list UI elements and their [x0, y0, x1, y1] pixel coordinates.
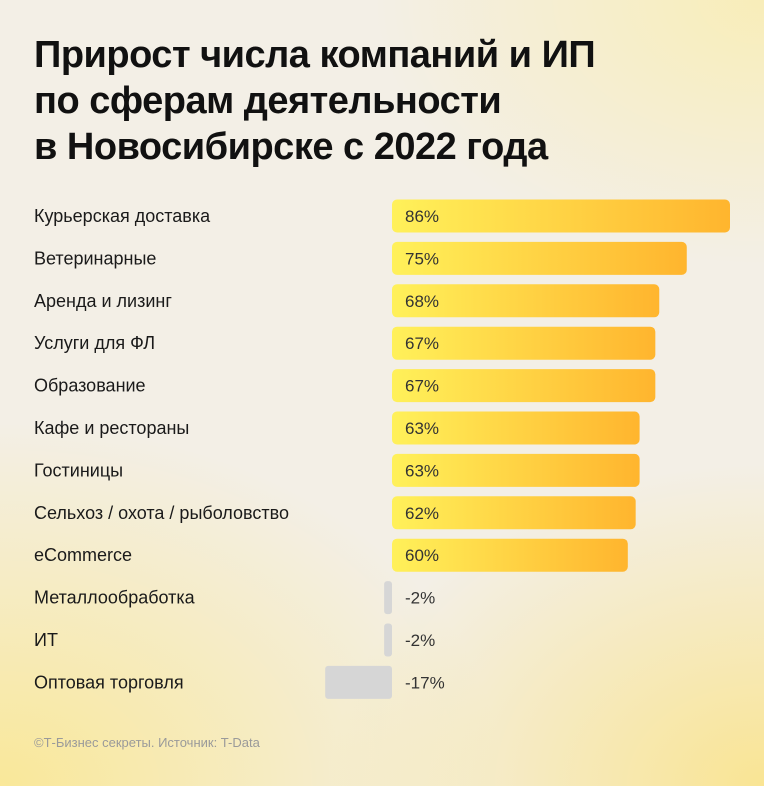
- bar: [392, 241, 687, 275]
- value-label: 63%: [405, 461, 439, 480]
- category-label: Услуги для ФЛ: [34, 333, 155, 353]
- value-label: 75%: [405, 249, 439, 268]
- value-label: -2%: [405, 589, 435, 608]
- title-line-1: Прирост числа компаний и ИП: [34, 34, 596, 76]
- category-label: eCommerce: [34, 545, 132, 565]
- category-label: ИТ: [34, 630, 58, 650]
- category-label: Металлообработка: [34, 588, 196, 608]
- category-label: Аренда и лизинг: [34, 291, 172, 311]
- category-label: Ветеринарные: [34, 248, 156, 268]
- bar: [384, 623, 392, 657]
- bar: [392, 369, 656, 403]
- category-label: Гостиницы: [34, 460, 123, 480]
- category-label: Образование: [34, 376, 146, 396]
- bar: [392, 453, 640, 487]
- bar: [392, 496, 636, 530]
- source-note: ©Т-Бизнес секреты. Источник: T-Data: [34, 735, 260, 750]
- bar: [392, 284, 660, 318]
- bar: [392, 326, 656, 360]
- bar: [325, 665, 392, 699]
- value-label: -17%: [405, 673, 445, 692]
- title-line-2: по сферам деятельности: [34, 80, 502, 122]
- bar: [392, 538, 628, 572]
- category-label: Сельхоз / охота / рыболовство: [34, 503, 289, 523]
- category-label: Курьерская доставка: [34, 206, 211, 226]
- value-label: 62%: [405, 504, 439, 523]
- bar: [384, 581, 392, 615]
- value-label: -2%: [405, 631, 435, 650]
- chart-title: Прирост числа компаний и ИП по сферам де…: [34, 32, 734, 170]
- category-label: Кафе и рестораны: [34, 418, 189, 438]
- category-label: Оптовая торговля: [34, 672, 184, 692]
- title-line-3: в Новосибирске с 2022 года: [34, 126, 548, 168]
- value-label: 86%: [405, 207, 439, 226]
- value-label: 67%: [405, 334, 439, 353]
- bar: [392, 199, 730, 233]
- value-label: 60%: [405, 546, 439, 565]
- value-label: 68%: [405, 292, 439, 311]
- bar: [392, 411, 640, 445]
- value-label: 67%: [405, 377, 439, 396]
- value-label: 63%: [405, 419, 439, 438]
